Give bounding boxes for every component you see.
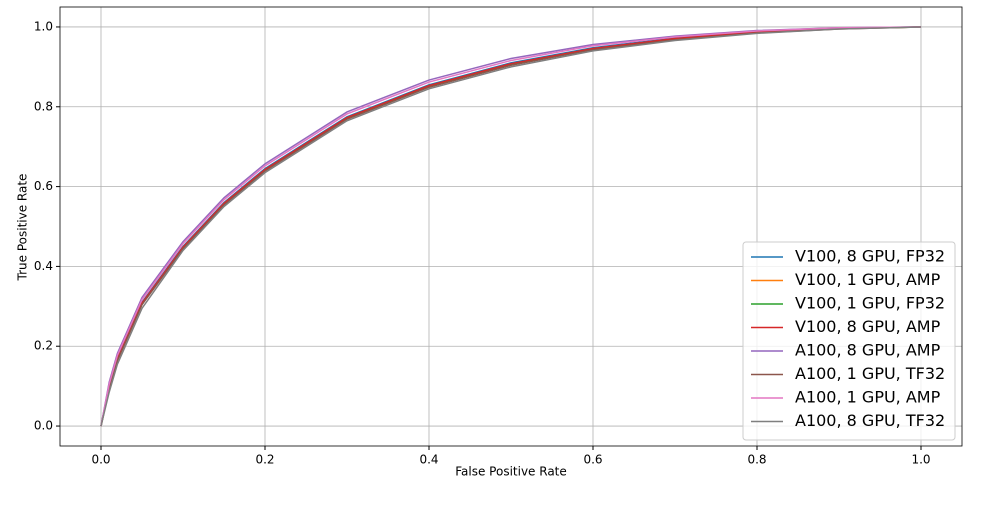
- legend: V100, 8 GPU, FP32 V100, 1 GPU, AMP V100, 1…: [742, 241, 956, 441]
- x-tick-label: 0.2: [255, 453, 274, 467]
- x-tick-label: 0.4: [419, 453, 438, 467]
- x-tick-label: 0.0: [91, 453, 110, 467]
- legend-label: A100, 1 GPU, AMP: [795, 388, 941, 407]
- y-axis-label: True Positive Rate: [16, 174, 30, 282]
- y-tick-label: 0.8: [34, 99, 53, 113]
- roc-line: [100, 26, 922, 427]
- legend-label: V100, 1 GPU, FP32: [795, 294, 945, 313]
- y-tick-label: 1.0: [34, 19, 53, 33]
- legend-label: A100, 1 GPU, TF32: [795, 364, 945, 383]
- legend-label: V100, 8 GPU, FP32: [795, 247, 945, 266]
- y-tick-label: 0.4: [34, 259, 53, 273]
- legend-label: A100, 8 GPU, TF32: [795, 411, 945, 430]
- y-tick-label: 0.6: [34, 179, 53, 193]
- x-tick-label: 0.8: [747, 453, 766, 467]
- legend-label: A100, 8 GPU, AMP: [795, 341, 941, 360]
- legend-box: [742, 241, 956, 441]
- y-tick-label: 0.0: [34, 419, 53, 433]
- plot-frame: [59, 6, 963, 447]
- legend-label: V100, 1 GPU, AMP: [795, 270, 941, 289]
- x-axis-label: False Positive Rate: [455, 465, 567, 479]
- y-tick-label: 0.2: [34, 339, 53, 353]
- legend-label: V100, 8 GPU, AMP: [795, 317, 941, 336]
- x-tick-label: 1.0: [911, 453, 930, 467]
- x-tick-label: 0.6: [583, 453, 602, 467]
- roc-line: [100, 26, 922, 427]
